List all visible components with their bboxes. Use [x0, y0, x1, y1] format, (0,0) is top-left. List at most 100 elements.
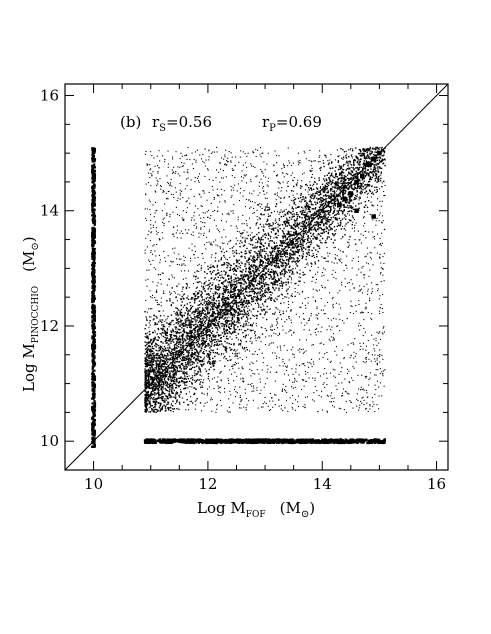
scatter-point — [301, 238, 304, 240]
scatter-point — [339, 182, 341, 184]
scatter-point — [166, 359, 168, 361]
scatter-point — [176, 319, 179, 321]
scatter-point — [259, 292, 261, 294]
scatter-point — [270, 247, 273, 249]
scatter-point — [254, 251, 256, 253]
scatter-point — [146, 359, 149, 362]
scatter-point — [200, 363, 203, 366]
scatter-point — [309, 229, 311, 231]
scatter-point — [341, 174, 343, 176]
scatter-point — [205, 332, 207, 334]
scatter-point — [288, 196, 290, 198]
scatter-point — [355, 177, 358, 179]
scatter-point — [237, 333, 240, 335]
scatter-point — [252, 283, 254, 286]
scatter-point — [252, 247, 254, 249]
scatter-point — [161, 353, 164, 356]
scatter-point — [145, 363, 148, 366]
scatter-point — [244, 302, 247, 304]
scatter-point — [353, 164, 355, 166]
scatter-point — [294, 250, 297, 253]
scatter-point — [298, 248, 301, 251]
scatter-point — [198, 300, 201, 302]
scatter-point — [253, 296, 255, 298]
scatter-point — [229, 347, 231, 349]
scatter-point — [151, 342, 153, 345]
scatter-point — [185, 358, 188, 360]
scatter-point — [158, 365, 161, 368]
scatter-point — [163, 378, 166, 381]
scatter-point — [255, 314, 257, 317]
scatter-point — [277, 265, 280, 267]
scatter-point — [226, 267, 228, 269]
scatter-point — [212, 365, 215, 367]
scatter-point — [341, 177, 344, 179]
scatter-point — [364, 175, 367, 177]
scatter-point — [248, 266, 251, 268]
scatter-point — [282, 237, 284, 239]
scatter-point — [252, 237, 254, 239]
scatter-point — [157, 354, 159, 357]
scatter-point — [229, 304, 231, 307]
scatter-point — [164, 336, 166, 339]
scatter-point — [169, 358, 172, 361]
scatter-point — [264, 272, 267, 275]
scatter-point — [223, 323, 225, 326]
scatter-point — [168, 373, 171, 375]
scatter-point — [190, 307, 192, 309]
scatter-point — [168, 278, 170, 280]
scatter-point — [310, 240, 313, 242]
scatter-point — [281, 211, 284, 213]
scatter-point — [256, 293, 258, 295]
scatter-point — [225, 250, 228, 253]
scatter-point — [164, 380, 166, 382]
scatter-point — [261, 274, 263, 276]
scatter-point — [368, 180, 371, 183]
scatter-point — [293, 213, 295, 215]
scatter-point — [209, 270, 212, 273]
scatter-point — [270, 252, 272, 254]
scatter-point — [337, 224, 340, 226]
scatter-point — [314, 221, 316, 224]
scatter-point — [163, 377, 166, 380]
scatter-point — [245, 334, 247, 336]
scatter-point — [222, 281, 225, 283]
scatter-point — [230, 285, 232, 288]
scatter-point — [157, 396, 159, 399]
scatter-point — [232, 305, 234, 307]
scatter-point — [183, 293, 186, 295]
scatter-point — [167, 377, 169, 380]
scatter-point — [159, 357, 161, 359]
scatter-point — [225, 290, 227, 292]
scatter-point — [155, 379, 158, 381]
scatter-point — [251, 300, 253, 303]
scatter-point — [145, 401, 147, 403]
scatter-point — [366, 151, 368, 154]
scatter-point — [378, 166, 380, 168]
scatter-point — [264, 265, 266, 267]
scatter-point — [226, 313, 228, 315]
scatter-point — [179, 377, 182, 379]
scatter-point — [226, 289, 228, 291]
scatter-point — [220, 270, 223, 273]
scatter-point — [287, 293, 289, 295]
scatter-point — [224, 303, 226, 306]
scatter-point — [240, 299, 242, 302]
scatter-point — [273, 250, 276, 252]
scatter-point — [248, 262, 250, 264]
scatter-point — [165, 333, 167, 336]
scatter-point — [284, 214, 287, 216]
scatter-point — [193, 313, 195, 316]
scatter-point — [225, 329, 227, 331]
scatter-point — [323, 205, 325, 208]
scatter-point — [159, 376, 162, 378]
scatter-point — [148, 411, 150, 413]
scatter-point — [234, 328, 236, 331]
scatter-point — [260, 296, 263, 298]
scatter-point — [146, 409, 148, 412]
scatter-point — [275, 258, 277, 260]
scatter-point — [176, 340, 178, 343]
scatter-point — [165, 409, 167, 411]
scatter-point — [223, 255, 225, 257]
scatter-point — [236, 282, 238, 284]
